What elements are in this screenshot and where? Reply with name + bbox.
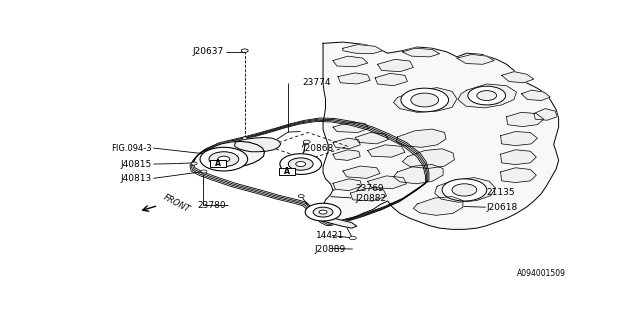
- Polygon shape: [378, 59, 413, 72]
- Polygon shape: [457, 54, 494, 64]
- Circle shape: [296, 162, 306, 166]
- Circle shape: [313, 207, 333, 217]
- Polygon shape: [322, 217, 356, 228]
- Text: J20889: J20889: [315, 244, 346, 253]
- Polygon shape: [343, 44, 383, 54]
- Circle shape: [452, 184, 477, 196]
- Polygon shape: [343, 166, 380, 178]
- Polygon shape: [333, 56, 367, 67]
- Circle shape: [201, 170, 207, 173]
- Circle shape: [298, 195, 304, 197]
- Polygon shape: [435, 178, 495, 202]
- Polygon shape: [333, 150, 360, 160]
- Circle shape: [242, 137, 247, 140]
- Text: 14421: 14421: [316, 231, 345, 240]
- Circle shape: [191, 162, 197, 165]
- Circle shape: [280, 154, 321, 174]
- Polygon shape: [403, 48, 440, 57]
- Polygon shape: [458, 84, 516, 108]
- Polygon shape: [500, 150, 536, 164]
- Polygon shape: [355, 132, 388, 144]
- Text: 23769: 23769: [355, 184, 384, 193]
- Polygon shape: [394, 164, 443, 184]
- Circle shape: [477, 91, 497, 100]
- FancyBboxPatch shape: [280, 169, 295, 175]
- Polygon shape: [333, 179, 362, 191]
- Text: A094001509: A094001509: [517, 269, 566, 278]
- Text: J40815: J40815: [121, 160, 152, 169]
- Polygon shape: [394, 88, 457, 112]
- Text: FRONT: FRONT: [162, 193, 191, 215]
- Polygon shape: [500, 132, 538, 146]
- Polygon shape: [367, 176, 406, 189]
- Polygon shape: [502, 72, 534, 83]
- Circle shape: [319, 210, 327, 214]
- Text: 23774: 23774: [302, 78, 331, 87]
- Polygon shape: [350, 188, 387, 201]
- Circle shape: [241, 49, 248, 52]
- Polygon shape: [367, 145, 405, 157]
- Circle shape: [468, 86, 506, 105]
- Circle shape: [209, 152, 239, 166]
- Text: J20868: J20868: [302, 144, 333, 153]
- Circle shape: [411, 93, 438, 107]
- Circle shape: [303, 140, 310, 144]
- Polygon shape: [323, 42, 559, 229]
- Circle shape: [200, 147, 248, 171]
- Text: J20637: J20637: [193, 47, 224, 56]
- Circle shape: [401, 88, 449, 112]
- Text: A: A: [215, 159, 221, 168]
- Polygon shape: [507, 112, 544, 127]
- Polygon shape: [396, 129, 446, 147]
- Polygon shape: [333, 122, 369, 132]
- Polygon shape: [534, 108, 557, 120]
- FancyBboxPatch shape: [210, 160, 226, 167]
- Circle shape: [218, 156, 230, 162]
- Text: A: A: [284, 167, 291, 176]
- Text: J20882: J20882: [355, 194, 387, 203]
- Circle shape: [289, 158, 313, 170]
- Polygon shape: [338, 73, 370, 84]
- Text: J20618: J20618: [486, 203, 518, 212]
- Circle shape: [442, 179, 487, 201]
- Circle shape: [349, 236, 356, 240]
- Circle shape: [305, 203, 341, 221]
- Text: 23780: 23780: [198, 202, 227, 211]
- Polygon shape: [333, 138, 360, 149]
- Polygon shape: [500, 168, 536, 182]
- Polygon shape: [403, 149, 454, 169]
- Polygon shape: [413, 196, 463, 215]
- Text: FIG.094-3: FIG.094-3: [111, 144, 152, 153]
- Polygon shape: [235, 138, 281, 152]
- Text: 21135: 21135: [486, 188, 515, 197]
- Polygon shape: [207, 141, 264, 166]
- Polygon shape: [375, 73, 408, 86]
- Polygon shape: [522, 90, 550, 100]
- Text: J40813: J40813: [121, 174, 152, 183]
